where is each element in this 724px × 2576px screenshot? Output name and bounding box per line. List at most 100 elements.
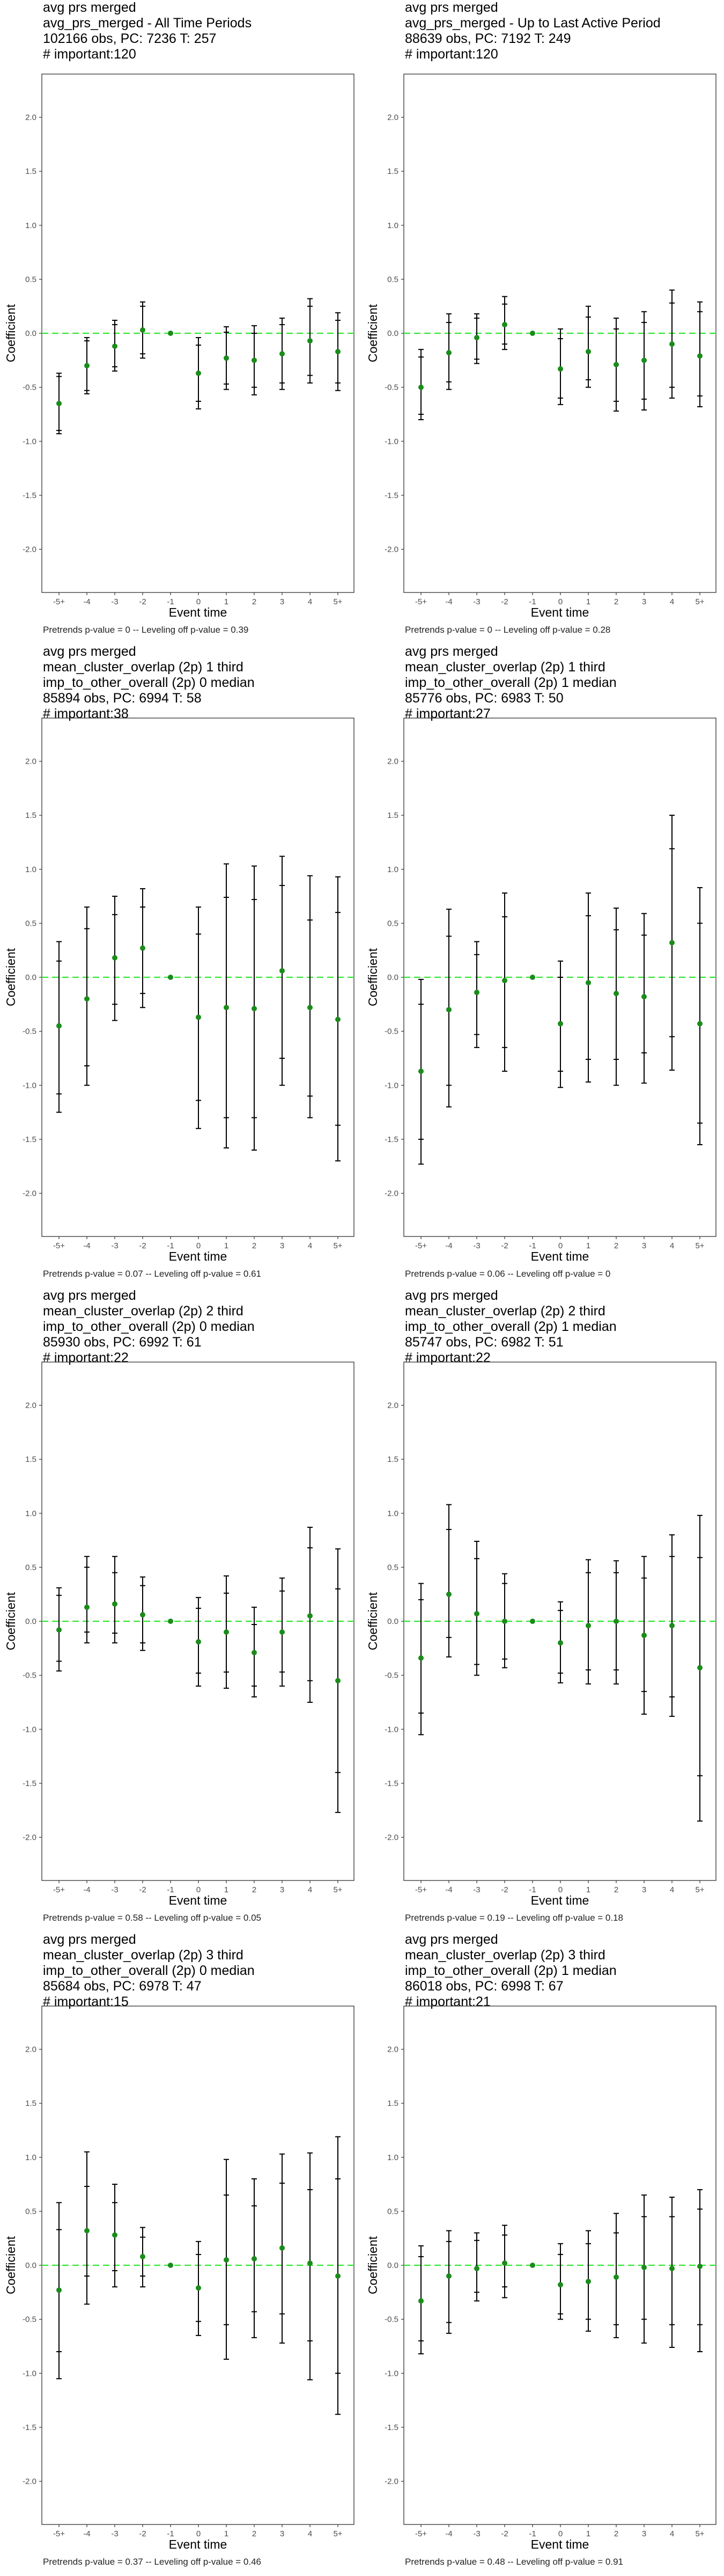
pvalue-footer: Pretrends p-value = 0.07 -- Leveling off… (43, 1269, 261, 1279)
y-tick-label: 2.0 (387, 1401, 398, 1410)
coefficient-point (530, 331, 535, 336)
x-axis-title: Event time (531, 2537, 589, 2551)
chart-title-line: mean_cluster_overlap (2p) 2 third (405, 1304, 605, 1319)
y-tick-label: -0.5 (23, 2315, 36, 2324)
y-tick-label: 1.5 (387, 811, 398, 820)
coefficient-point (307, 2260, 313, 2266)
coefficient-point (279, 2245, 285, 2251)
coefficient-point (140, 327, 145, 333)
chart-title-line: # important:15 (43, 1994, 129, 2009)
chart-title: avg prs merged mean_cluster_overlap (2p) … (43, 1932, 255, 2010)
x-tick-label: -1 (167, 1885, 174, 1894)
coefficient-point (446, 350, 452, 356)
x-tick-label: -4 (83, 597, 90, 606)
x-tick-label: 3 (642, 1241, 646, 1250)
coefficient-point (641, 357, 647, 363)
coefficient-point (586, 980, 591, 986)
x-tick-label: -2 (501, 2529, 508, 2538)
x-tick-label: 2 (252, 1241, 256, 1250)
x-tick-label: -4 (445, 1241, 452, 1250)
x-tick-label: 2 (614, 1241, 618, 1250)
pvalue-footer: Pretrends p-value = 0.48 -- Leveling off… (405, 2557, 623, 2567)
x-tick-label: 2 (614, 1885, 618, 1894)
x-tick-label: 3 (642, 2529, 646, 2538)
coefficient-point (586, 349, 591, 355)
y-axis-title: Coefficient (366, 1592, 380, 1650)
coefficient-point (112, 955, 117, 961)
x-tick-label: 1 (586, 1885, 590, 1894)
chart-title-line: imp_to_other_overall (2p) 0 median (43, 675, 255, 690)
coefficient-point (168, 1619, 173, 1624)
chart-title-line: # important:21 (405, 1994, 491, 2009)
x-tick-label: 5+ (333, 1885, 342, 1894)
coefficient-point (335, 1016, 341, 1022)
chart-title: avg prs merged mean_cluster_overlap (2p) … (405, 1288, 617, 1366)
coefficient-point (614, 991, 619, 997)
coefficient-point (669, 2266, 675, 2272)
chart-title-line: avg prs merged (43, 644, 136, 659)
y-tick-label: 0.5 (387, 1563, 398, 1572)
x-axis-title: Event time (531, 1249, 589, 1263)
x-tick-label: 2 (252, 2529, 256, 2538)
x-tick-label: 0 (196, 1241, 201, 1250)
x-tick-label: 4 (308, 1241, 312, 1250)
chart-svg: -2.0 -1.5 -1.0 -0.5 0.0 0.5 1.0 1.5 2.0 -5+ -4 -3 -2… (366, 1362, 716, 1907)
y-axis-title: Coefficient (366, 2236, 380, 2294)
y-tick-label: -2.0 (23, 1189, 36, 1198)
x-tick-label: -1 (529, 2529, 536, 2538)
x-tick-label: -5+ (53, 1885, 65, 1894)
y-tick-label: 0.0 (25, 1617, 36, 1626)
coefficient-point (140, 945, 145, 951)
x-tick-label: -3 (473, 1241, 480, 1250)
coefficient-point (252, 2256, 257, 2262)
y-tick-label: 0.5 (25, 2207, 36, 2216)
x-axis-title: Event time (169, 1893, 227, 1907)
x-tick-label: 5+ (695, 2529, 704, 2538)
y-tick-label: -1.0 (385, 437, 398, 446)
coefficient-point (56, 400, 62, 406)
coefficient-point (168, 331, 173, 336)
x-tick-label: 4 (670, 597, 674, 606)
chart-panel: avg prs merged mean_cluster_overlap (2p) … (0, 644, 362, 1288)
y-tick-label: 1.5 (387, 1455, 398, 1464)
coefficient-point (335, 1678, 341, 1684)
y-tick-label: 2.0 (387, 2045, 398, 2054)
coefficient-point (586, 1623, 591, 1629)
chart-title-line: 85684 obs, PC: 6978 T: 47 (43, 1979, 202, 1994)
coefficient-point (502, 2260, 507, 2266)
x-tick-label: 3 (280, 1885, 284, 1894)
coefficient-point (196, 370, 201, 376)
x-tick-label: 4 (308, 597, 312, 606)
chart-title-line: 86018 obs, PC: 6998 T: 67 (405, 1979, 564, 1994)
coefficient-point (84, 996, 90, 1002)
x-tick-label: -5+ (53, 2529, 65, 2538)
coefficient-point (307, 338, 313, 344)
coefficient-point (252, 1006, 257, 1012)
chart-title-line: # important:22 (405, 1350, 491, 1365)
coefficient-point (446, 1591, 452, 1597)
y-tick-label: -2.0 (385, 545, 398, 554)
coefficient-point (307, 1613, 313, 1619)
chart-title-line: 102166 obs, PC: 7236 T: 257 (43, 31, 217, 46)
y-tick-label: 0.0 (25, 973, 36, 982)
x-tick-label: 1 (224, 2529, 228, 2538)
coefficient-point (140, 2253, 145, 2259)
x-tick-label: 3 (280, 2529, 284, 2538)
x-axis-title: Event time (169, 2537, 227, 2551)
coefficient-point (530, 2263, 535, 2268)
chart-panel: avg prs merged avg_prs_merged - Up to Las… (362, 0, 724, 644)
y-tick-label: 1.5 (25, 167, 36, 176)
chart-panel: avg prs merged mean_cluster_overlap (2p) … (362, 1288, 724, 1932)
coefficient-point (697, 2264, 703, 2270)
coefficient-point (418, 384, 424, 390)
coefficient-point (614, 2274, 619, 2280)
coefficient-point (224, 2257, 229, 2263)
y-tick-label: -1.0 (23, 1725, 36, 1734)
y-tick-label: -1.5 (385, 1779, 398, 1788)
coefficient-point (502, 978, 507, 984)
x-tick-label: -2 (501, 1885, 508, 1894)
coefficient-point (196, 1639, 201, 1645)
x-tick-label: 3 (642, 1885, 646, 1894)
pvalue-footer: Pretrends p-value = 0.19 -- Leveling off… (405, 1913, 623, 1923)
